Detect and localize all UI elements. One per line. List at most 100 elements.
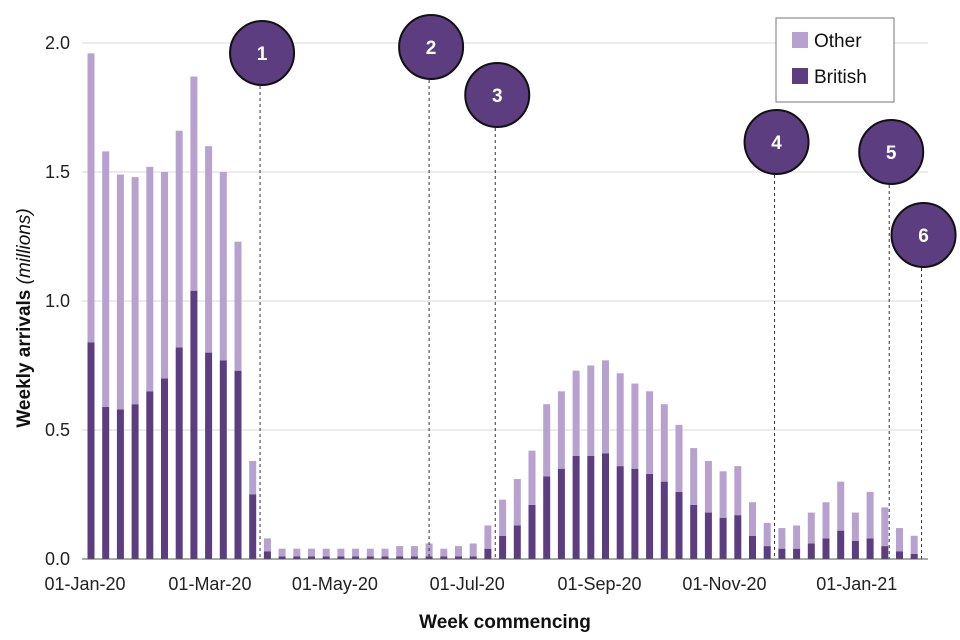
bar-british bbox=[807, 543, 815, 559]
bar-other bbox=[322, 548, 330, 557]
bar-other bbox=[87, 53, 95, 343]
bar-british bbox=[896, 551, 903, 559]
event-marker-circle bbox=[398, 14, 465, 80]
bar-other bbox=[102, 151, 110, 407]
bar-british bbox=[381, 556, 389, 559]
bar-british bbox=[116, 409, 124, 559]
bar-other bbox=[293, 548, 301, 557]
bar-british bbox=[87, 342, 95, 559]
bar-british bbox=[175, 347, 183, 559]
bar-other bbox=[837, 481, 845, 531]
y-tick-label: 0.0 bbox=[45, 549, 70, 569]
event-marker-circle bbox=[743, 109, 810, 175]
bar-british bbox=[455, 556, 462, 559]
bar-british bbox=[734, 515, 742, 559]
bar-other bbox=[793, 525, 801, 549]
bar-other bbox=[749, 502, 756, 536]
bar-british bbox=[851, 540, 859, 559]
bar-other bbox=[572, 370, 580, 456]
bar-other bbox=[146, 166, 154, 392]
bar-other bbox=[866, 491, 874, 539]
bar-other bbox=[631, 383, 639, 469]
bar-other bbox=[499, 499, 507, 536]
bar-british bbox=[587, 455, 595, 559]
x-tick-label: 01-Nov-20 bbox=[682, 574, 766, 594]
event-lines bbox=[259, 80, 923, 559]
y-axis-title-unit: (millions) bbox=[14, 208, 35, 284]
bar-other bbox=[646, 391, 654, 474]
bar-british bbox=[131, 404, 139, 559]
bar-british bbox=[396, 556, 404, 559]
bar-other bbox=[308, 548, 315, 557]
legend-label-british: British bbox=[814, 67, 867, 88]
bar-other bbox=[440, 548, 448, 557]
bar-british bbox=[763, 546, 771, 559]
bar-british bbox=[778, 548, 786, 559]
bar-british bbox=[690, 504, 698, 559]
bar-british bbox=[249, 494, 257, 559]
bar-british bbox=[631, 468, 639, 559]
bar-other bbox=[910, 535, 918, 554]
bar-british bbox=[410, 556, 418, 559]
bar-british bbox=[793, 548, 801, 559]
bar-british bbox=[102, 406, 110, 559]
bar-british bbox=[646, 473, 654, 559]
bar-other bbox=[778, 528, 786, 549]
y-ticks: 0.0 0.5 1.0 1.5 2.0 bbox=[45, 33, 70, 569]
bar-british bbox=[352, 556, 360, 559]
bar-british bbox=[513, 525, 521, 559]
bar-british bbox=[234, 370, 242, 559]
bar-other bbox=[366, 548, 374, 557]
bar-british bbox=[425, 556, 433, 559]
x-tick-label: 01-May-20 bbox=[292, 574, 378, 594]
bar-other bbox=[278, 548, 286, 557]
bar-other bbox=[660, 404, 668, 482]
bar-other bbox=[455, 546, 462, 557]
bar-other bbox=[528, 450, 536, 505]
x-axis-title: Week commencing bbox=[419, 612, 591, 633]
bar-british bbox=[866, 538, 874, 559]
bar-british bbox=[660, 481, 668, 559]
bar-british bbox=[469, 556, 477, 559]
event-marker-label: 6 bbox=[918, 226, 929, 247]
bar-other bbox=[116, 174, 124, 410]
bar-british bbox=[602, 453, 609, 559]
bar-other bbox=[219, 172, 227, 361]
bar-british bbox=[910, 553, 918, 559]
bar-other bbox=[249, 460, 257, 495]
bar-british bbox=[308, 556, 315, 559]
y-tick-label: 0.5 bbox=[45, 420, 70, 440]
bar-other bbox=[896, 528, 903, 552]
x-ticks: 01-Jan-20 01-Mar-20 01-May-20 01-Jul-20 01-S… bbox=[44, 574, 897, 594]
legend-label-other: Other bbox=[814, 31, 862, 52]
bar-other bbox=[704, 460, 712, 513]
event-marker-label: 2 bbox=[426, 38, 437, 59]
bar-other bbox=[131, 177, 139, 405]
bar-british bbox=[749, 535, 756, 559]
bar-british bbox=[543, 476, 551, 559]
bar-other bbox=[381, 548, 389, 557]
bar-other bbox=[616, 373, 624, 467]
bar-other bbox=[690, 448, 698, 505]
bar-british bbox=[837, 530, 845, 559]
y-tick-label: 1.0 bbox=[45, 291, 70, 311]
bar-british bbox=[440, 556, 448, 559]
bar-british bbox=[499, 535, 507, 559]
bar-other bbox=[161, 172, 168, 379]
event-marker-label: 5 bbox=[886, 143, 897, 164]
y-axis-title: Weekly arrivals (millions) bbox=[14, 208, 35, 427]
event-marker-circle bbox=[464, 62, 531, 128]
bar-other bbox=[881, 507, 889, 547]
bar-british bbox=[146, 391, 154, 559]
bar-british bbox=[572, 455, 580, 559]
event-marker-label: 4 bbox=[771, 133, 782, 154]
y-tick-label: 2.0 bbox=[45, 33, 70, 53]
bar-other bbox=[763, 522, 771, 547]
x-tick-label: 01-Jan-21 bbox=[816, 574, 897, 594]
bar-british bbox=[616, 466, 624, 559]
bar-other bbox=[190, 76, 198, 291]
bar-other bbox=[205, 146, 213, 353]
x-tick-label: 01-Sep-20 bbox=[557, 574, 641, 594]
bar-other bbox=[807, 512, 815, 544]
bar-british bbox=[293, 556, 301, 559]
